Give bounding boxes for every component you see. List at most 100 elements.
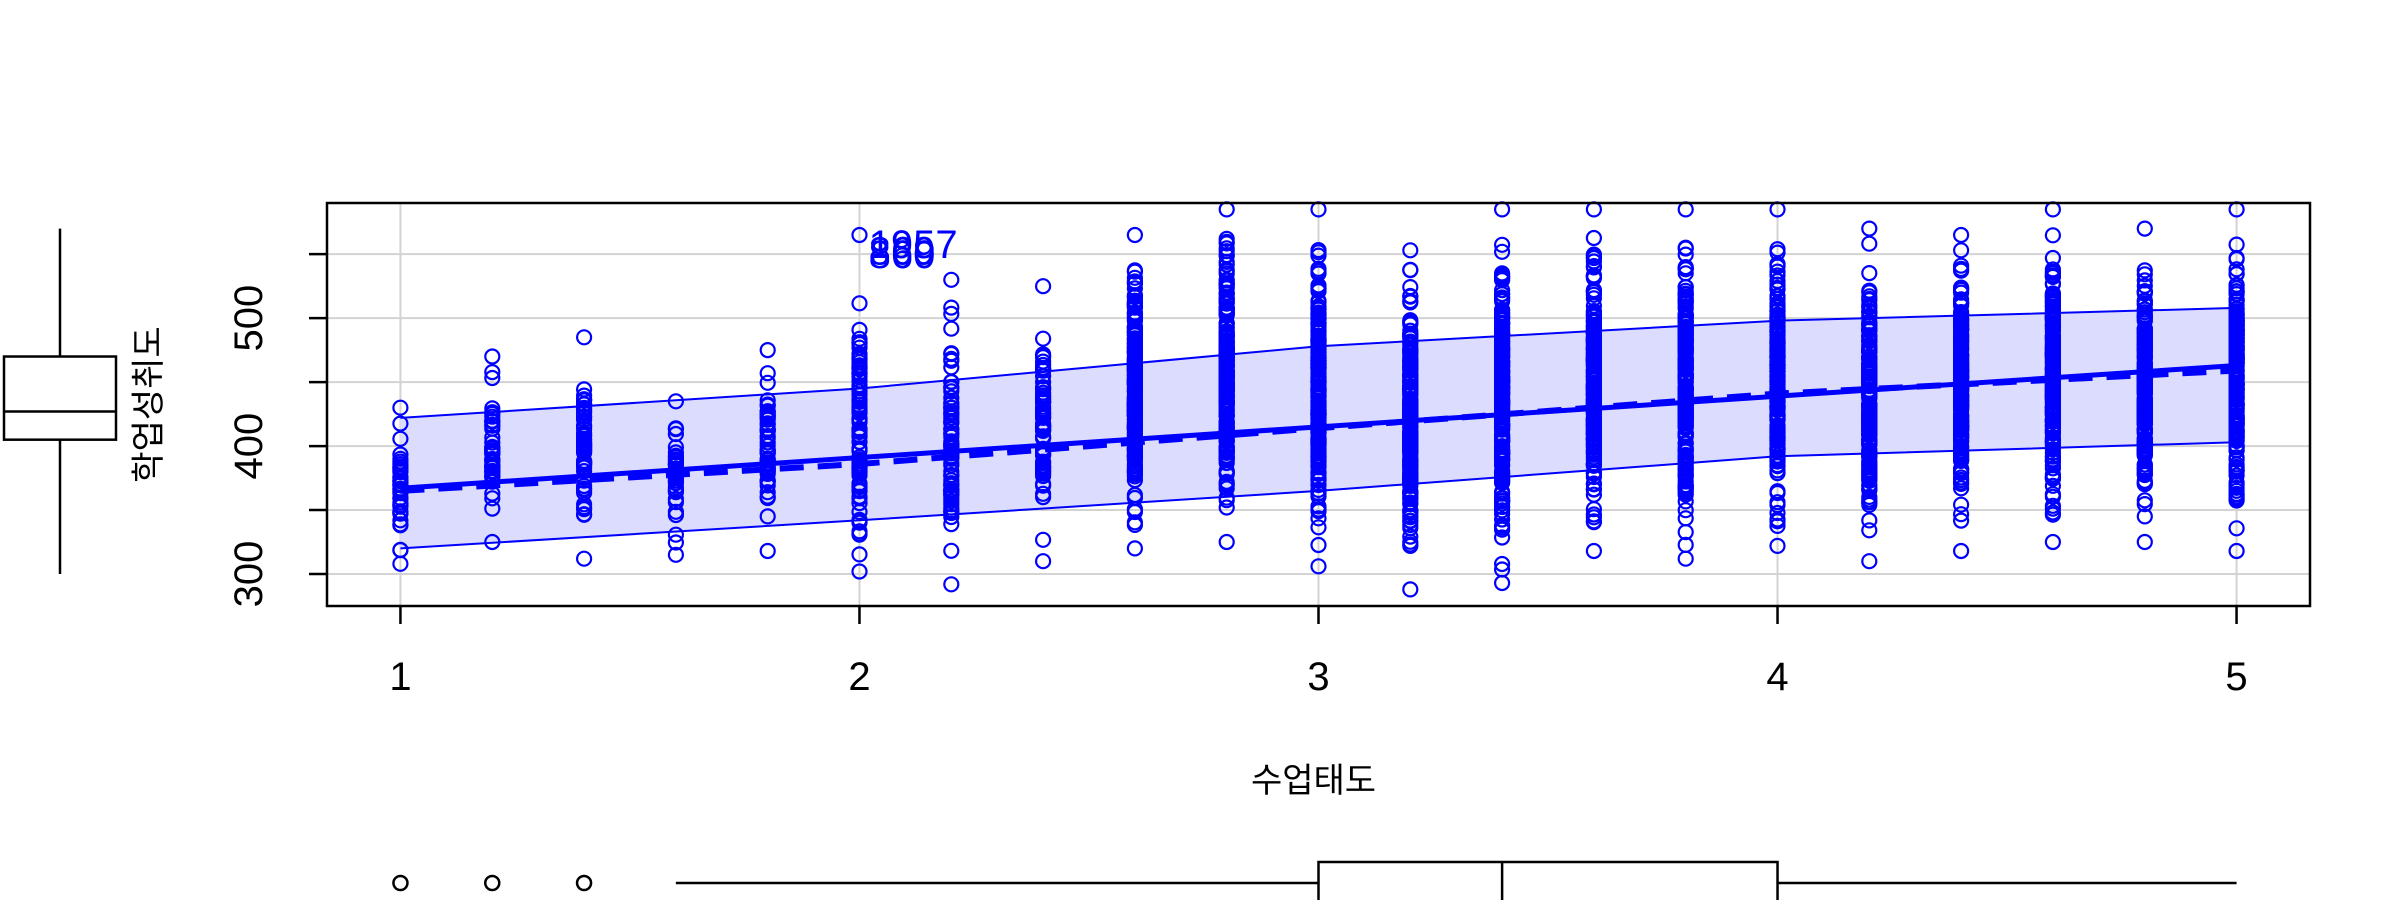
data-point xyxy=(1769,335,1786,353)
data-point xyxy=(943,383,960,400)
data-point xyxy=(1861,413,1878,431)
data-point xyxy=(392,503,409,520)
outlier-label: 869 xyxy=(869,229,936,273)
data-point xyxy=(1493,438,1511,455)
data-point xyxy=(2136,508,2153,525)
ci-lower-line xyxy=(400,441,2237,550)
data-point xyxy=(2228,462,2245,479)
data-point xyxy=(851,428,868,445)
data-points xyxy=(392,201,2245,598)
data-point xyxy=(2136,283,2153,300)
data-point xyxy=(943,414,960,431)
data-point xyxy=(1952,354,1970,371)
data-point xyxy=(2136,349,2153,366)
data-point xyxy=(851,514,868,531)
data-point xyxy=(484,416,501,433)
data-point xyxy=(2044,477,2061,494)
data-point xyxy=(1034,447,1052,464)
data-point xyxy=(1218,201,1235,218)
data-point xyxy=(851,546,868,563)
data-point xyxy=(943,542,960,559)
data-point xyxy=(1585,346,1603,363)
data-point xyxy=(1585,416,1603,434)
data-point xyxy=(1952,418,1970,435)
data-point xyxy=(1769,342,1786,359)
data-point xyxy=(1861,328,1878,345)
data-point xyxy=(1218,362,1235,379)
data-point xyxy=(1493,555,1511,573)
data-point xyxy=(1769,513,1786,530)
data-point xyxy=(2044,457,2061,474)
data-point xyxy=(2228,479,2245,496)
data-point xyxy=(759,488,776,505)
data-point xyxy=(2044,201,2061,218)
data-point xyxy=(2136,337,2153,354)
data-point xyxy=(392,477,409,494)
data-point xyxy=(484,439,501,457)
data-point xyxy=(2136,492,2153,509)
data-point xyxy=(1034,465,1052,482)
data-point xyxy=(1402,327,1419,344)
data-point xyxy=(575,484,593,501)
data-point xyxy=(1861,365,1878,382)
data-point xyxy=(1218,305,1235,322)
data-point xyxy=(1402,502,1419,519)
data-point xyxy=(484,434,501,451)
data-point xyxy=(851,433,868,451)
data-point xyxy=(484,464,501,481)
data-point xyxy=(1310,283,1327,300)
data-point xyxy=(667,439,685,456)
data-point xyxy=(667,451,685,468)
data-point xyxy=(1861,299,1878,316)
data-point xyxy=(1769,362,1786,379)
data-point xyxy=(2228,350,2245,367)
data-point xyxy=(1677,201,1694,218)
data-point xyxy=(943,395,960,412)
data-point xyxy=(1310,333,1327,350)
data-point xyxy=(759,374,776,391)
data-point xyxy=(1310,498,1327,515)
data-point xyxy=(1861,471,1878,488)
data-point xyxy=(1034,384,1052,401)
data-point xyxy=(1769,439,1786,456)
data-point xyxy=(1769,537,1786,555)
data-point xyxy=(1493,519,1511,536)
data-point xyxy=(1861,235,1878,252)
data-point xyxy=(1126,447,1144,464)
data-point xyxy=(1861,355,1878,372)
data-point xyxy=(1677,380,1694,397)
data-point xyxy=(1126,397,1144,414)
data-point xyxy=(1310,260,1327,277)
data-point xyxy=(1126,309,1144,327)
data-point xyxy=(1493,483,1511,501)
data-point xyxy=(1952,279,1970,296)
data-point xyxy=(1769,398,1786,415)
data-point xyxy=(2044,413,2061,430)
data-point xyxy=(1861,512,1878,529)
data-point xyxy=(851,503,868,520)
data-point xyxy=(2044,360,2061,377)
regression-lines xyxy=(400,306,2237,550)
data-point xyxy=(1952,451,1970,468)
data-point xyxy=(1493,529,1511,546)
data-point xyxy=(759,472,776,489)
data-point xyxy=(2044,486,2061,503)
data-point xyxy=(2228,385,2245,402)
data-point xyxy=(1310,292,1327,309)
x-marginal-boxplot xyxy=(392,860,2237,905)
data-point xyxy=(1402,337,1419,354)
data-point xyxy=(575,454,593,471)
data-point xyxy=(484,456,501,473)
data-point xyxy=(1034,330,1052,347)
data-point xyxy=(1126,226,1144,244)
data-point xyxy=(2136,415,2153,432)
data-point xyxy=(2136,456,2153,473)
data-point xyxy=(2228,276,2245,293)
data-point xyxy=(1402,528,1419,545)
data-point xyxy=(1126,503,1144,521)
data-point xyxy=(1218,284,1235,301)
data-point xyxy=(1218,328,1235,345)
data-point xyxy=(1310,452,1327,469)
data-point xyxy=(759,542,776,560)
